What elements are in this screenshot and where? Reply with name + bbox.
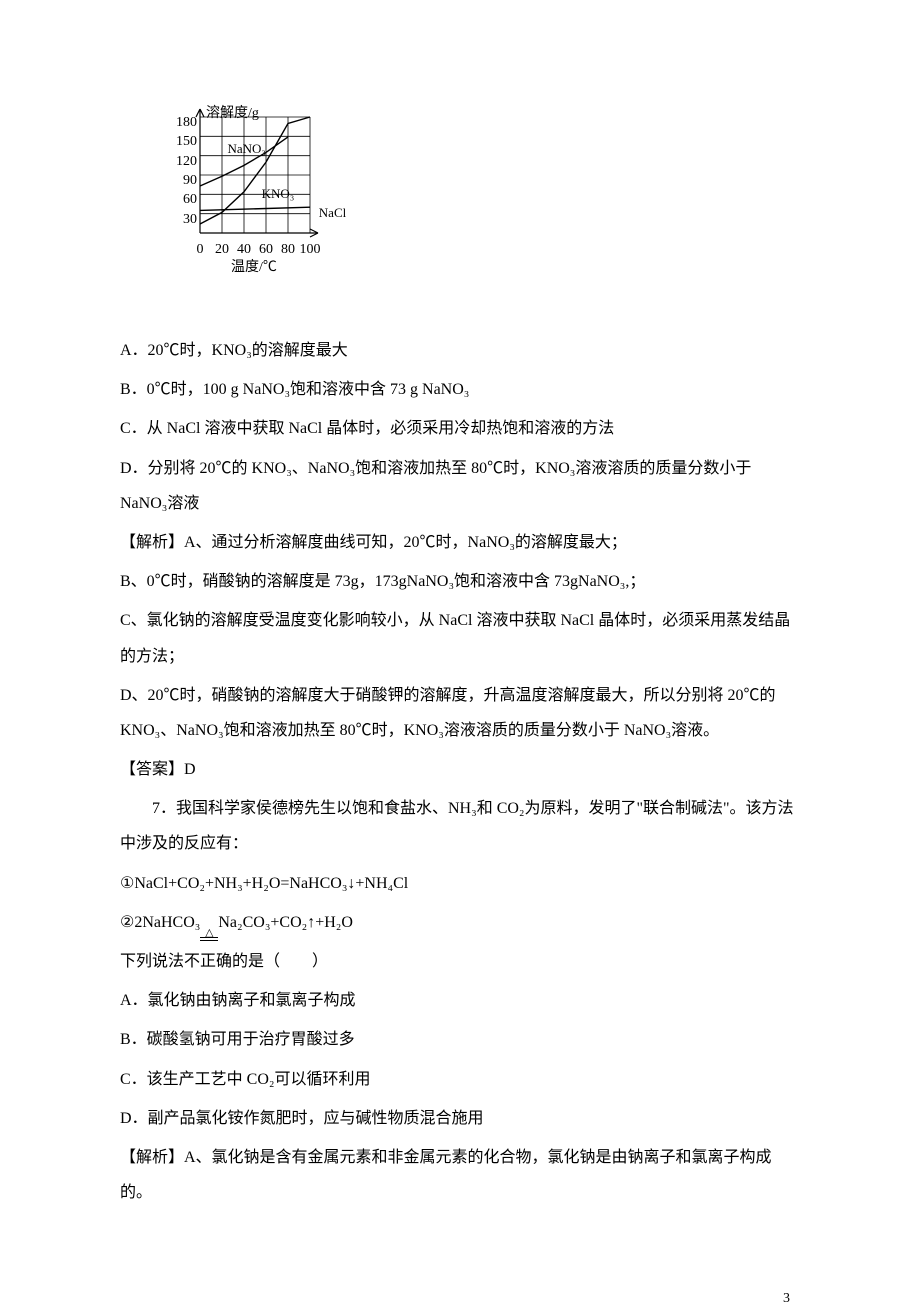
chart-x-label: 温度/℃ [231,253,277,284]
series-label-NaNO3: NaNO₃ [228,135,266,164]
x-tick: 80 [277,235,299,266]
equation-2-condition: △ [200,921,218,945]
q7-option-b: B．碳酸氢钠可用于治疗胃酸过多 [120,1022,800,1057]
equation-2-left: ②2NaHCO₃ [120,914,200,931]
page-number: 3 [0,1284,920,1315]
option-a: A．20℃时，KNO₃的溶解度最大 [120,333,800,368]
q7-option-c: C．该生产工艺中 CO₂可以循环利用 [120,1062,800,1097]
equation-1: ①NaCl+CO₂+NH₃+H₂O=NaHCO₃↓+NH₄Cl [120,866,800,901]
analysis-c: C、氯化钠的溶解度受温度变化影响较小，从 NaCl 溶液中获取 NaCl 晶体时… [120,603,800,673]
x-tick: 20 [211,235,233,266]
equation-2-right: Na₂CO₃+CO₂↑+H₂O [218,914,353,931]
y-tick: 180 [167,108,197,139]
page-content: 溶解度/g306090120150180020406080100温度/℃NaNO… [0,0,920,1254]
solubility-chart-container: 溶解度/g306090120150180020406080100温度/℃NaNO… [150,90,800,315]
analysis-b: B、0℃时，硝酸钠的溶解度是 73g，173gNaNO₃饱和溶液中含 73gNa… [120,564,800,599]
q7-option-a: A．氯化钠由钠离子和氯离子构成 [120,983,800,1018]
option-c: C．从 NaCl 溶液中获取 NaCl 晶体时，必须采用冷却热饱和溶液的方法 [120,411,800,446]
question-7-stem: 下列说法不正确的是（ ） [120,944,800,979]
analysis-d: D、20℃时，硝酸钠的溶解度大于硝酸钾的溶解度，升高温度溶解度最大，所以分别将 … [120,678,800,748]
option-b: B．0℃时，100 g NaNO₃饱和溶液中含 73 g NaNO₃ [120,372,800,407]
answer-6: 【答案】D [120,752,800,787]
x-tick: 100 [299,235,321,266]
analysis-7-a: 【解析】A、氯化钠是含有金属元素和非金属元素的化合物，氯化钠是由钠离子和氯离子构… [120,1140,800,1210]
analysis-a: 【解析】A、通过分析溶解度曲线可知，20℃时，NaNO₃的溶解度最大； [120,525,800,560]
q7-option-d: D．副产品氯化铵作氮肥时，应与碱性物质混合施用 [120,1101,800,1136]
question-7-intro: 7．我国科学家侯德榜先生以饱和食盐水、NH₃和 CO₂为原料，发明了"联合制碱法… [120,791,800,861]
series-label-NaCl: NaCl [319,199,346,228]
x-tick: 0 [189,235,211,266]
equation-2: ②2NaHCO₃△Na₂CO₃+CO₂↑+H₂O [120,905,800,940]
option-d: D．分别将 20℃的 KNO₃、NaNO₃饱和溶液加热至 80℃时，KNO₃溶液… [120,451,800,521]
chart-y-label: 溶解度/g [206,99,259,130]
series-label-KNO3: KNO₃ [262,180,295,209]
solubility-chart: 溶解度/g306090120150180020406080100温度/℃NaNO… [150,90,330,315]
